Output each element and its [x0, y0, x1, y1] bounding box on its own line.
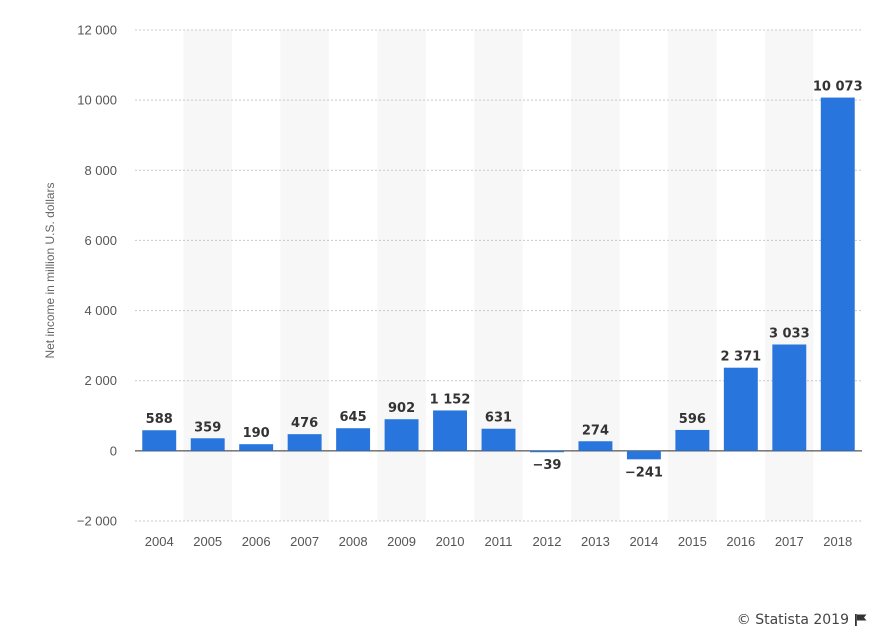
bar-2014[interactable]: [626, 450, 661, 460]
bar-2005[interactable]: [190, 438, 225, 451]
credit-text: © Statista 2019: [736, 612, 849, 628]
bars: [142, 97, 855, 460]
data-label-2016: 2 371: [720, 350, 761, 365]
y-tick-label: 12 000: [77, 23, 117, 38]
bar-2015[interactable]: [675, 429, 710, 451]
data-label-2008: 645: [340, 410, 367, 425]
bar-2012[interactable]: [530, 450, 564, 453]
data-label-2011: 631: [485, 411, 512, 426]
column-shade: [571, 30, 620, 521]
data-label-2014: −241: [625, 465, 663, 480]
bar-2007[interactable]: [287, 434, 322, 451]
data-label-2013: 274: [582, 423, 609, 438]
y-tick-label: 4 000: [84, 303, 117, 318]
y-tick-label: 2 000: [84, 373, 117, 388]
data-label-2006: 190: [243, 426, 270, 441]
x-axis-ticks: 2004 2005 2006 2007 2008 2009 2010 2011 2012 2013…: [145, 534, 852, 549]
bar-2017[interactable]: [772, 344, 807, 451]
bar-2011[interactable]: [481, 428, 516, 451]
x-tick-label: 2010: [436, 534, 465, 549]
data-label-2009: 902: [388, 401, 415, 416]
y-tick-label: 10 000: [77, 93, 117, 108]
x-tick-label: 2011: [485, 534, 513, 549]
x-tick-label: 2013: [581, 534, 610, 549]
y-tick-label: 8 000: [84, 163, 117, 178]
x-tick-label: 2008: [339, 534, 368, 549]
x-tick-label: 2017: [775, 534, 804, 549]
data-label-2015: 596: [679, 412, 706, 427]
x-tick-label: 2009: [387, 534, 416, 549]
data-labels: 588 359 190 476 645 902 1 152 631 −39 274 −241 596 2…: [146, 80, 863, 481]
data-label-2004: 588: [146, 412, 173, 427]
bar-2009[interactable]: [384, 419, 419, 451]
bar-2004[interactable]: [142, 430, 177, 451]
x-tick-label: 2005: [193, 534, 222, 549]
data-label-2018: 10 073: [813, 80, 863, 95]
data-label-2017: 3 033: [769, 326, 810, 341]
x-tick-label: 2012: [533, 534, 562, 549]
bar-2013[interactable]: [578, 441, 613, 451]
flag-icon: [855, 614, 867, 626]
y-tick-label: 0: [110, 443, 117, 458]
bar-2006[interactable]: [239, 444, 274, 451]
data-label-2007: 476: [291, 416, 318, 431]
x-tick-label: 2014: [629, 534, 658, 549]
x-tick-label: 2016: [726, 534, 755, 549]
y-axis-title: Net income in million U.S. dollars: [43, 182, 57, 358]
x-tick-label: 2015: [678, 534, 707, 549]
bar-2008[interactable]: [336, 428, 371, 451]
y-axis-ticks: −2 000 0 2 000 4 000 6 000 8 000 10 000 12 000: [77, 23, 117, 529]
bar-2010[interactable]: [433, 410, 467, 451]
y-tick-label: 6 000: [84, 233, 117, 248]
bar-2016[interactable]: [723, 367, 758, 451]
data-label-2010: 1 152: [430, 392, 471, 407]
x-tick-label: 2006: [242, 534, 271, 549]
y-tick-label: −2 000: [77, 514, 117, 529]
data-label-2012: −39: [532, 458, 561, 473]
column-shading: [183, 30, 814, 521]
data-label-2005: 359: [194, 420, 221, 435]
x-tick-label: 2018: [823, 534, 852, 549]
x-tick-label: 2007: [290, 534, 319, 549]
statista-credit[interactable]: © Statista 2019: [737, 612, 868, 628]
x-tick-label: 2004: [145, 534, 174, 549]
bar-2018[interactable]: [820, 97, 855, 451]
